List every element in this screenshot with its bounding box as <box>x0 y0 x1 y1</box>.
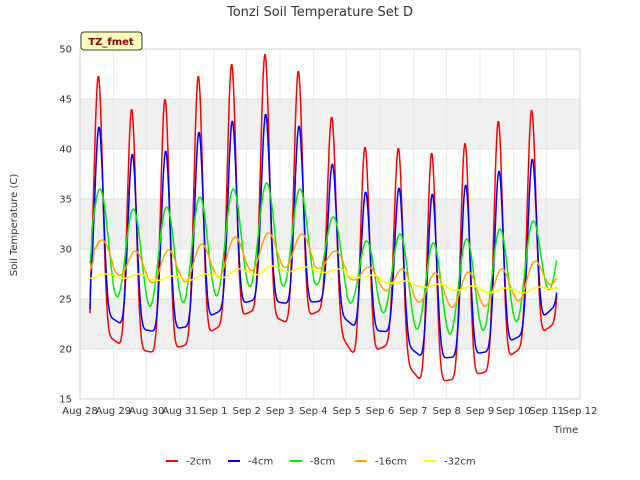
y-tick-label: 20 <box>59 345 72 356</box>
x-tick-label: Sep 4 <box>299 406 327 417</box>
x-tick-label: Sep 2 <box>232 406 260 417</box>
y-tick-label: 45 <box>59 95 72 106</box>
badge-box <box>80 31 143 51</box>
x-tick-label: Sep 6 <box>366 406 394 417</box>
legend: -2cm -4cm -8cm -16cm -32cm <box>166 457 476 468</box>
grid-lines <box>79 48 581 400</box>
x-tick-label: Aug 31 <box>162 406 197 417</box>
plot-border <box>79 48 581 400</box>
y-tick-label: 25 <box>59 295 72 306</box>
series-line-minus-8cm <box>89 182 558 335</box>
site-badge: TZ_fmet <box>80 31 143 51</box>
y-tick-label: 15 <box>59 395 72 406</box>
series-line-minus-32cm <box>89 265 557 294</box>
legend-label: -4cm <box>248 457 273 468</box>
x-tick-label: Aug 28 <box>62 406 97 417</box>
plot-area <box>80 49 580 399</box>
badge-label: TZ_fmet <box>88 37 134 48</box>
plot-band <box>80 299 580 349</box>
x-tick-label: Sep 5 <box>332 406 360 417</box>
x-tick-label: Sep 10 <box>496 406 531 417</box>
x-tick-label: Sep 8 <box>432 406 460 417</box>
y-axis: 15 20 25 30 35 40 45 50 <box>59 45 72 406</box>
x-tick-label: Sep 12 <box>563 406 598 417</box>
y-axis-title: Soil Temperature (C) <box>9 174 20 277</box>
legend-label: -8cm <box>310 457 335 468</box>
legend-label: -16cm <box>375 457 407 468</box>
series-line-minus-16cm <box>89 232 558 308</box>
x-tick-label: Aug 29 <box>96 406 131 417</box>
legend-label: -2cm <box>186 457 211 468</box>
chart-title: Tonzi Soil Temperature Set D <box>226 5 413 20</box>
y-tick-label: 30 <box>59 245 72 256</box>
x-tick-label: Sep 1 <box>199 406 227 417</box>
x-tick-label: Sep 7 <box>399 406 427 417</box>
legend-label: -32cm <box>444 457 476 468</box>
series-lines <box>89 54 558 382</box>
y-tick-label: 40 <box>59 145 72 156</box>
series-line-minus-4cm <box>89 113 558 359</box>
x-tick-label: Sep 9 <box>466 406 494 417</box>
x-tick-label: Sep 11 <box>529 406 564 417</box>
x-tick-label: Sep 3 <box>266 406 294 417</box>
y-tick-label: 50 <box>59 45 72 56</box>
y-tick-label: 35 <box>59 195 72 206</box>
x-tick-label: Aug 30 <box>129 406 164 417</box>
x-axis-title: Time <box>553 425 578 436</box>
